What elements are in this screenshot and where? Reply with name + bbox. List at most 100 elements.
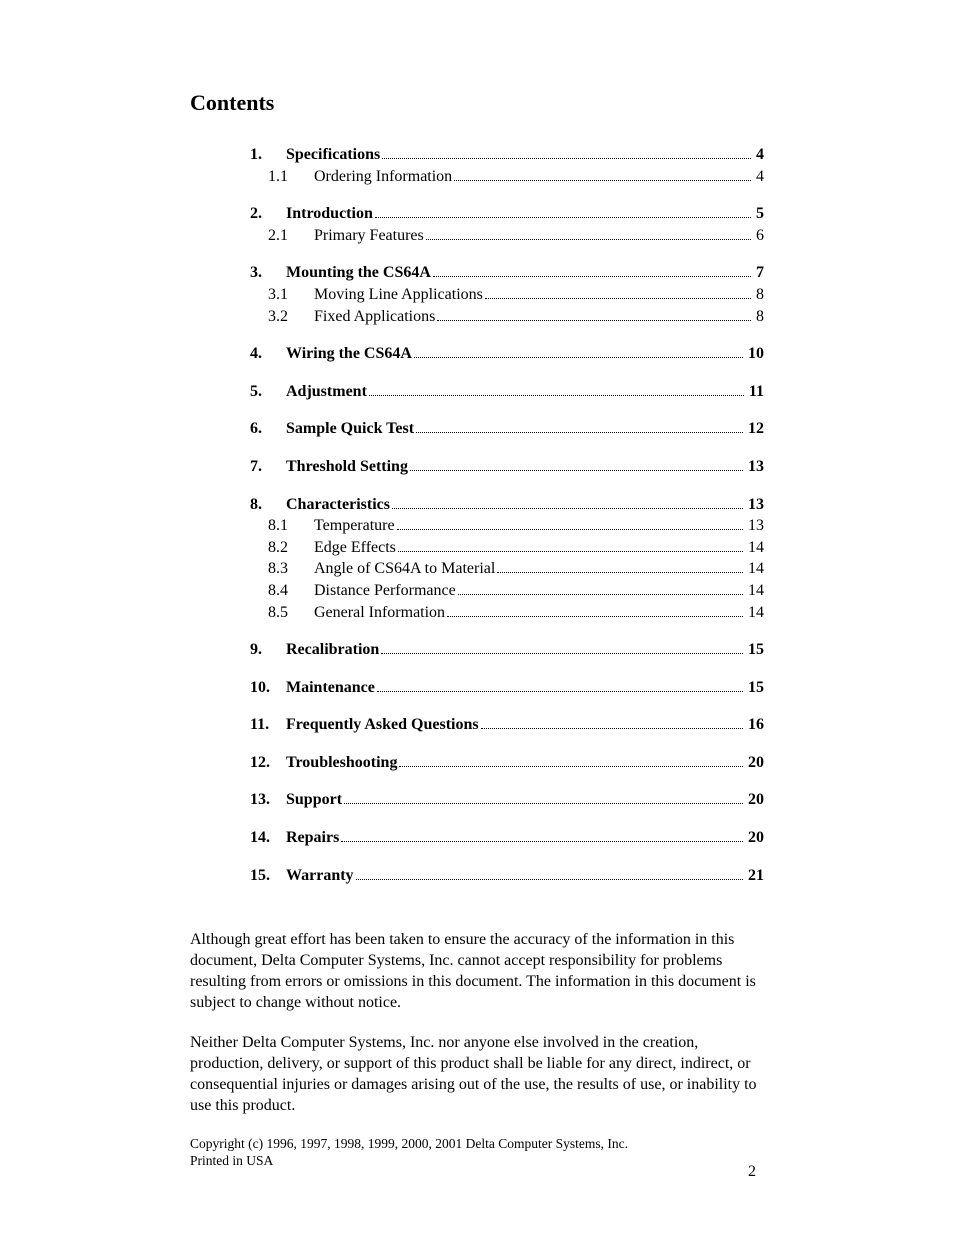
toc-leader [458,594,743,595]
toc-label: Ordering Information [314,166,452,188]
toc-entry-main: 12.Troubleshooting 20 [250,752,764,774]
toc-entry-sub: 8.5General Information 14 [250,602,764,624]
toc-number: 12. [250,752,286,774]
toc-leader [437,320,751,321]
toc-page: 4 [754,144,764,166]
toc-entry-sub: 8.3 Angle of CS64A to Material 14 [250,558,764,580]
toc-page: 14 [746,537,764,559]
toc-page: 20 [746,789,764,811]
toc-number: 3. [250,262,286,284]
toc-subnumber: 3.1 [250,284,300,306]
toc-entry-main: 11.Frequently Asked Questions 16 [250,714,764,736]
toc-leader [454,180,751,181]
toc-number: 11. [250,714,286,736]
toc-entry-main: 10.Maintenance 15 [250,677,764,699]
toc-number: 2. [250,203,286,225]
toc-leader [497,572,743,573]
toc-number: 6. [250,418,286,440]
toc-page: 20 [746,827,764,849]
toc-page: 16 [746,714,764,736]
toc-page: 5 [754,203,764,225]
toc-number: 8. [250,494,286,516]
toc-subnumber: 2.1 [250,225,300,247]
toc-leader [381,653,743,654]
toc-page: 13 [746,456,764,478]
toc-leader [369,395,744,396]
document-page: Contents 1.Specifications 41.1Ordering I… [0,0,954,1235]
toc-subnumber: 8.3 [250,558,300,580]
page-number: 2 [748,1163,756,1181]
toc-leader [382,158,751,159]
toc-page: 4 [754,166,764,188]
toc-leader [447,616,743,617]
toc-page: 14 [746,580,764,602]
toc-page: 14 [746,558,764,580]
toc-entry-sub: 8.1Temperature 13 [250,515,764,537]
toc-label: Characteristics [286,494,390,516]
toc-label: Sample Quick Test [286,418,414,440]
toc-leader [414,357,743,358]
toc-entry-main: 5.Adjustment 11 [250,381,764,403]
toc-entry-main: 2.Introduction 5 [250,203,764,225]
toc-page: 8 [754,284,764,306]
toc-label: Angle of CS64A to Material [314,558,495,580]
toc-number: 13. [250,789,286,811]
toc-leader [485,298,751,299]
toc-label: Warranty [286,865,354,887]
toc-entry-sub: 8.2Edge Effects 14 [250,537,764,559]
toc-number: 15. [250,865,286,887]
toc-subnumber: 3.2 [250,306,300,328]
toc-entry-sub: 2.1Primary Features 6 [250,225,764,247]
toc-leader [344,803,743,804]
toc-page: 7 [754,262,764,284]
toc-page: 13 [746,494,764,516]
toc-leader [375,217,751,218]
toc-number: 14. [250,827,286,849]
toc-entry-main: 14.Repairs 20 [250,827,764,849]
table-of-contents: 1.Specifications 41.1Ordering Informatio… [250,144,764,886]
toc-page: 15 [746,677,764,699]
toc-page: 15 [746,639,764,661]
toc-label: Wiring the CS64A [286,343,412,365]
toc-leader [398,551,743,552]
toc-label: Mounting the CS64A [286,262,431,284]
toc-label: Recalibration [286,639,379,661]
toc-page: 21 [746,865,764,887]
toc-label: Introduction [286,203,373,225]
toc-entry-main: 4.Wiring the CS64A 10 [250,343,764,365]
toc-subnumber: 8.4 [250,580,300,602]
copyright-block: Copyright (c) 1996, 1997, 1998, 1999, 20… [190,1135,764,1170]
toc-number: 4. [250,343,286,365]
toc-subnumber: 8.5 [250,602,300,624]
toc-label: Temperature [314,515,395,537]
toc-page: 8 [754,306,764,328]
disclaimer-paragraph: Although great effort has been taken to … [190,930,764,1013]
toc-label: Edge Effects [314,537,396,559]
toc-leader [410,470,743,471]
toc-entry-main: 6.Sample Quick Test 12 [250,418,764,440]
toc-leader [416,432,743,433]
toc-number: 10. [250,677,286,699]
toc-leader [433,276,751,277]
toc-label: Fixed Applications [314,306,435,328]
toc-page: 14 [746,602,764,624]
toc-label: Frequently Asked Questions [286,714,479,736]
toc-number: 5. [250,381,286,403]
toc-entry-main: 3.Mounting the CS64A 7 [250,262,764,284]
toc-label: Threshold Setting [286,456,408,478]
toc-page: 13 [746,515,764,537]
toc-number: 9. [250,639,286,661]
toc-number: 7. [250,456,286,478]
toc-leader [426,239,751,240]
toc-label: Troubleshooting [286,752,397,774]
toc-entry-sub: 3.1 Moving Line Applications 8 [250,284,764,306]
toc-label: Moving Line Applications [314,284,483,306]
toc-entry-main: 13.Support 20 [250,789,764,811]
toc-leader [356,879,743,880]
copyright-line: Printed in USA [190,1152,764,1170]
toc-leader [392,508,743,509]
copyright-line: Copyright (c) 1996, 1997, 1998, 1999, 20… [190,1135,764,1153]
toc-label: Specifications [286,144,380,166]
toc-entry-main: 7.Threshold Setting 13 [250,456,764,478]
toc-page: 12 [746,418,764,440]
